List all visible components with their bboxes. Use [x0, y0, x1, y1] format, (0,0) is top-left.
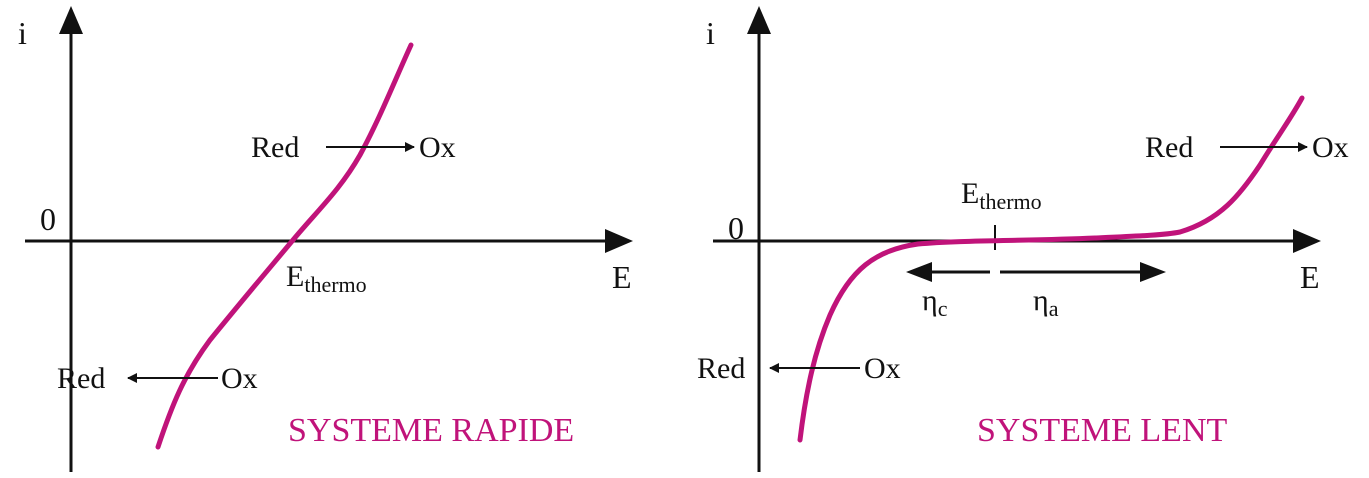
right-e-thermo-label: Ethermo — [961, 177, 1042, 214]
eta-c-arrowhead — [906, 262, 932, 282]
left-x-axis-arrowhead — [605, 229, 633, 253]
right-current-curve — [797, 95, 1305, 443]
eta-c-label: ηc — [922, 284, 948, 321]
eta-a-arrowhead — [1140, 262, 1166, 282]
right-overpotential-arrows — [906, 262, 1166, 282]
right-x-axis-arrowhead — [1293, 229, 1321, 253]
right-reduction-to-label: Red — [697, 352, 745, 385]
right-x-axis-label: E — [1300, 259, 1320, 295]
right-reduction-from-label: Ox — [864, 352, 901, 385]
right-oxidation-from-label: Red — [1145, 131, 1193, 164]
left-reduction-to-label: Red — [57, 362, 105, 395]
left-y-axis-label: i — [18, 15, 27, 51]
left-e-thermo-label: Ethermo — [286, 260, 367, 297]
left-panel: i 0 E Ethermo Red Ox Red Ox SYSTEME RAPI… — [18, 6, 633, 472]
left-title: SYSTEME RAPIDE — [288, 412, 574, 449]
left-current-curve — [155, 42, 414, 450]
right-title: SYSTEME LENT — [977, 412, 1228, 449]
right-panel: i 0 E Ethermo ηc ηa Red Ox Red Ox S — [697, 6, 1349, 472]
left-oxidation-to-label: Ox — [419, 131, 456, 164]
right-origin-label: 0 — [728, 210, 744, 246]
right-y-axis-arrowhead — [747, 6, 771, 34]
left-y-axis-arrowhead — [59, 6, 83, 34]
right-oxidation-to-label: Ox — [1312, 131, 1349, 164]
left-reduction-from-label: Ox — [221, 362, 258, 395]
left-oxidation-from-label: Red — [251, 131, 299, 164]
eta-a-label: ηa — [1033, 284, 1059, 321]
left-origin-label: 0 — [40, 201, 56, 237]
right-y-axis-label: i — [706, 15, 715, 51]
left-x-axis-label: E — [612, 259, 632, 295]
